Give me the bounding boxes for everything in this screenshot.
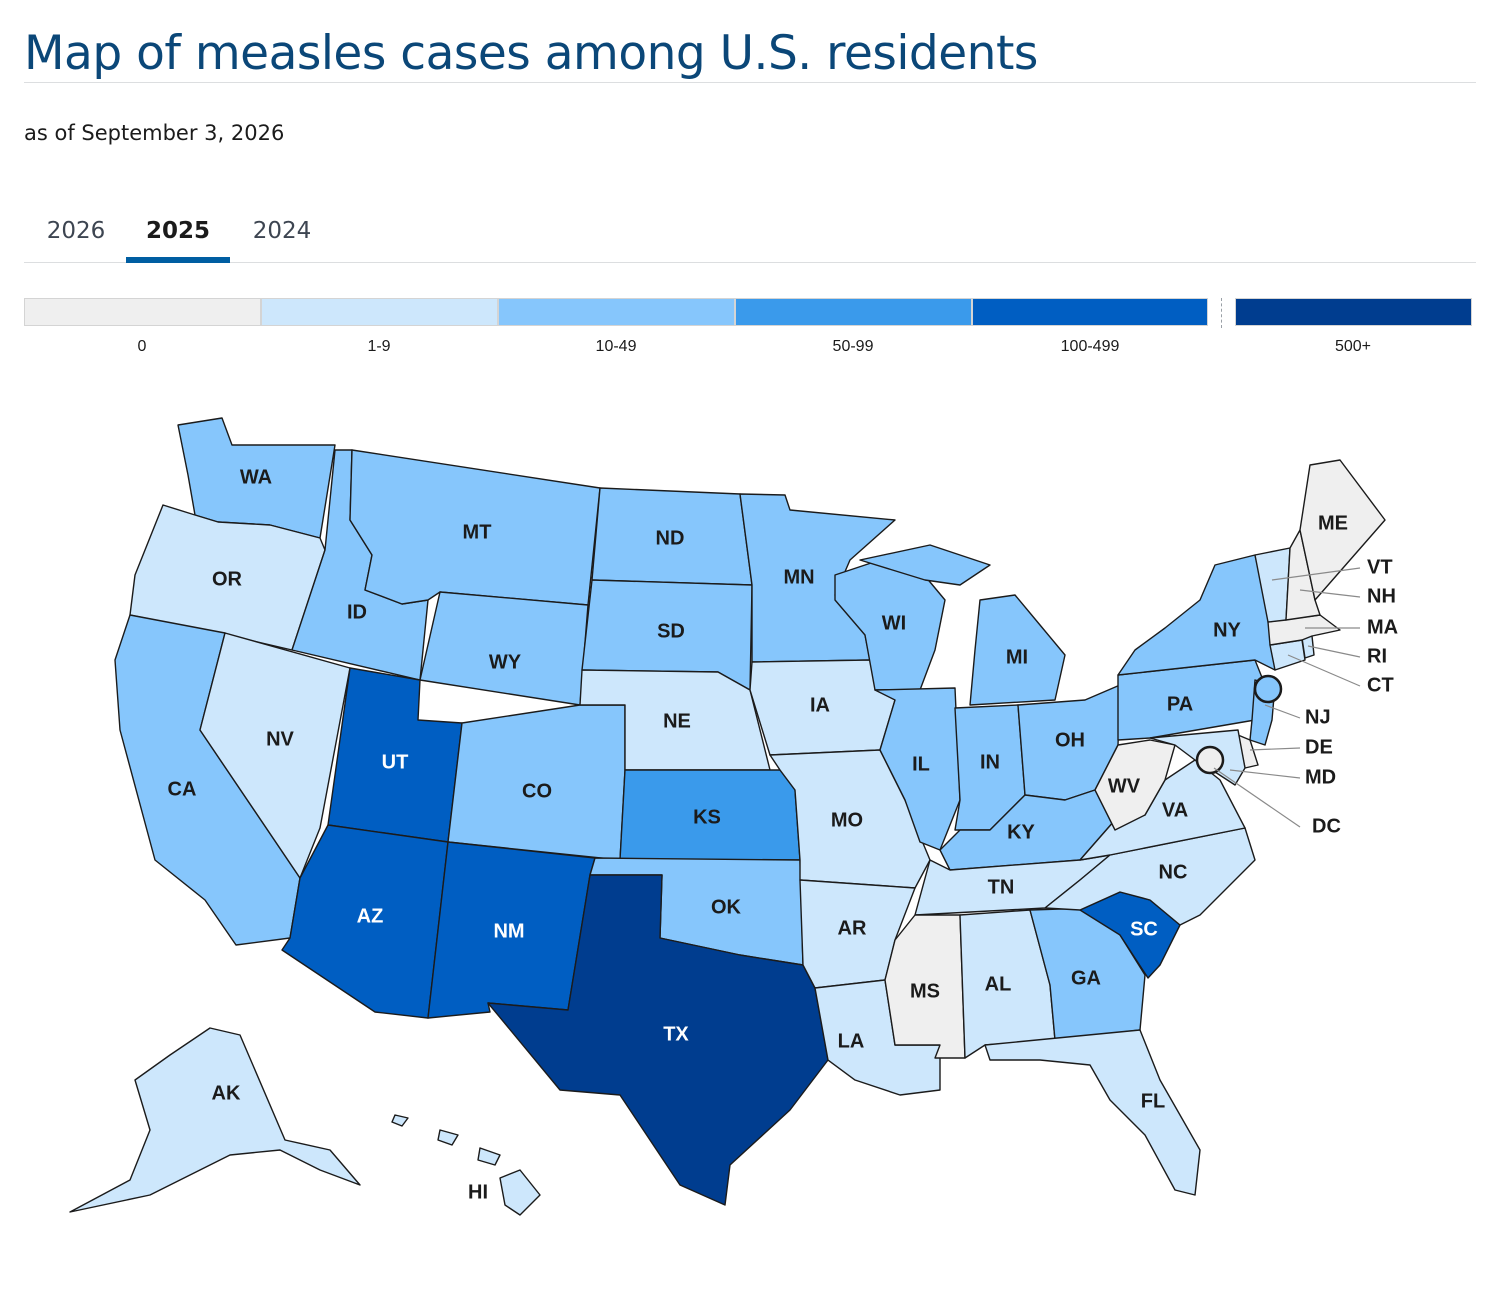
leader-vt — [1271, 567, 1361, 581]
legend-label-10-49: 10-49 — [595, 338, 637, 355]
state-fl[interactable] — [984, 1029, 1201, 1196]
leader-dc — [1213, 767, 1301, 828]
label-ar: AR — [838, 917, 867, 939]
state-nv[interactable] — [199, 632, 351, 879]
label-il: IL — [912, 753, 930, 775]
leader-de — [1249, 747, 1301, 751]
label-wy: WY — [489, 651, 522, 673]
tab-2026[interactable]: 2026 — [46, 218, 106, 244]
state-hi[interactable] — [391, 1114, 541, 1216]
leader-md — [1229, 769, 1301, 779]
legend-swatch-0 — [24, 298, 261, 326]
label-va: VA — [1162, 799, 1188, 821]
state-me[interactable] — [1299, 459, 1386, 601]
state-mi[interactable] — [859, 544, 1066, 706]
legend: 0 1-9 10-49 50-99 100-499 500+ — [24, 298, 1476, 360]
tab-2025[interactable]: 2025 — [126, 200, 230, 263]
legend-swatch-10-49 — [498, 298, 735, 326]
label-id: ID — [347, 601, 367, 623]
label-tx: TX — [663, 1023, 689, 1045]
label-nh: NH — [1367, 585, 1396, 607]
state-wv[interactable] — [1094, 739, 1176, 831]
as-of-date: as of September 3, 2026 — [24, 121, 285, 145]
label-nd: ND — [656, 527, 685, 549]
label-la: LA — [838, 1030, 865, 1052]
legend-label-1-9: 1-9 — [367, 338, 391, 355]
label-ca: CA — [168, 778, 197, 800]
leader-nj — [1264, 704, 1301, 719]
label-al: AL — [985, 973, 1012, 995]
label-fl: FL — [1141, 1090, 1165, 1112]
legend-label-50-99: 50-99 — [832, 338, 874, 355]
label-ky: KY — [1007, 821, 1035, 843]
state-ny[interactable] — [1117, 554, 1276, 676]
label-hi: HI — [468, 1181, 488, 1203]
legend-swatch-50-99 — [735, 298, 972, 326]
state-wy[interactable] — [419, 591, 589, 706]
legend-swatch-1-9 — [261, 298, 498, 326]
label-dc: DC — [1312, 815, 1341, 837]
label-co: CO — [522, 780, 552, 802]
legend-swatch-100-499 — [972, 298, 1208, 326]
label-de: DE — [1305, 736, 1333, 758]
state-ak[interactable] — [69, 1027, 361, 1213]
legend-label-500-plus: 500+ — [1334, 338, 1372, 355]
label-ri: RI — [1367, 645, 1387, 667]
label-md: MD — [1305, 766, 1336, 788]
label-wa: WA — [240, 466, 272, 488]
label-sd: SD — [657, 620, 685, 642]
label-ms: MS — [910, 980, 940, 1002]
leader-nh — [1299, 589, 1361, 598]
label-ct: CT — [1367, 674, 1394, 696]
label-az: AZ — [357, 905, 384, 927]
legend-swatch-500-plus — [1235, 298, 1472, 326]
label-nv: NV — [266, 728, 294, 750]
label-ga: GA — [1071, 967, 1101, 989]
label-mt: MT — [463, 521, 492, 543]
leader-ct — [1287, 654, 1361, 687]
label-ma: MA — [1367, 616, 1398, 638]
label-mi: MI — [1006, 646, 1028, 668]
title-divider — [24, 82, 1476, 83]
label-mn: MN — [783, 566, 814, 588]
page-title: Map of measles cases among U.S. resident… — [24, 26, 1038, 81]
label-nm: NM — [493, 920, 524, 942]
label-nc: NC — [1159, 861, 1188, 883]
nyc-bubble[interactable] — [1253, 674, 1283, 704]
label-tn: TN — [988, 876, 1015, 898]
label-ia: IA — [810, 694, 830, 716]
legend-separator — [1221, 298, 1222, 328]
label-oh: OH — [1055, 729, 1085, 751]
label-wv: WV — [1108, 775, 1141, 797]
leader-ri — [1307, 645, 1361, 658]
label-in: IN — [980, 751, 1000, 773]
state-mt[interactable] — [349, 449, 601, 606]
label-sc: SC — [1130, 918, 1158, 940]
label-vt: VT — [1367, 556, 1393, 578]
state-nh[interactable] — [1285, 529, 1321, 621]
label-or: OR — [212, 568, 243, 590]
label-me: ME — [1318, 512, 1348, 534]
year-tabs: 2026 2025 2024 — [24, 200, 1476, 263]
label-wi: WI — [882, 612, 906, 634]
label-pa: PA — [1167, 693, 1193, 715]
state-nc[interactable] — [1044, 827, 1256, 926]
label-ut: UT — [382, 751, 409, 773]
label-ok: OK — [711, 896, 742, 918]
label-ne: NE — [663, 710, 691, 732]
label-mo: MO — [831, 809, 863, 831]
label-nj: NJ — [1305, 706, 1331, 728]
legend-label-0: 0 — [137, 338, 147, 355]
state-tx[interactable] — [487, 874, 829, 1206]
label-ny: NY — [1213, 619, 1241, 641]
tab-2024[interactable]: 2024 — [252, 218, 312, 244]
legend-label-100-499: 100-499 — [1060, 338, 1120, 355]
dc-bubble[interactable] — [1195, 745, 1225, 775]
label-ak: AK — [212, 1082, 241, 1104]
label-ks: KS — [693, 806, 721, 828]
